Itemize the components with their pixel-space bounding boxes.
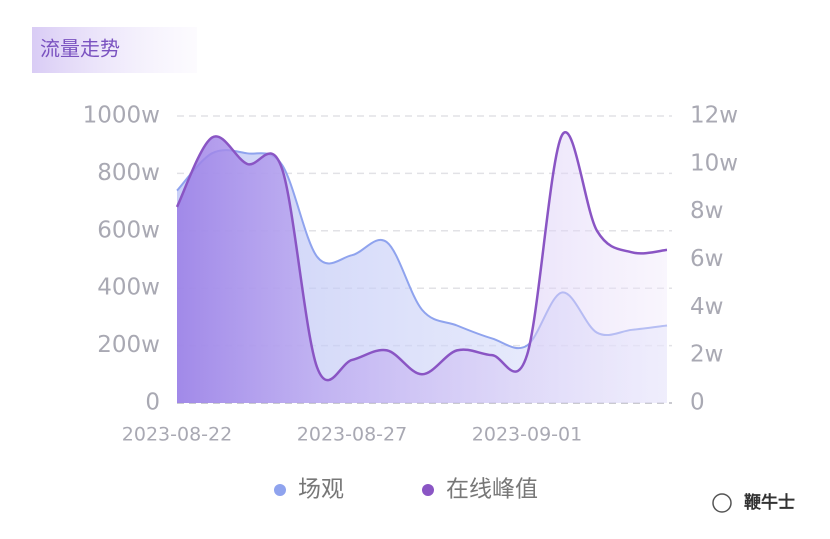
area <box>177 132 667 404</box>
y-tick-label: 400w <box>97 275 160 301</box>
watermark-icon <box>712 493 732 513</box>
y-tick-label: 200w <box>97 332 160 358</box>
legend-label: 在线峰值 <box>446 477 538 503</box>
y-tick-label: 0 <box>145 390 160 416</box>
y-tick-label: 600w <box>97 217 160 243</box>
y2-tick-label: 2w <box>690 342 723 368</box>
x-tick-label: 2023-09-01 <box>472 424 582 446</box>
title-bg <box>32 27 197 73</box>
y2-tick-label: 0 <box>690 390 705 416</box>
y2-tick-label: 4w <box>690 294 723 320</box>
legend-marker <box>274 484 286 496</box>
y-tick-label: 1000w <box>83 103 160 129</box>
y2-tick-label: 10w <box>690 150 738 176</box>
chart-title: 流量走势 <box>40 37 120 61</box>
y2-tick-label: 6w <box>690 246 723 272</box>
legend-label: 场观 <box>298 477 344 503</box>
x-tick-label: 2023-08-22 <box>122 424 232 446</box>
y-tick-label: 800w <box>97 160 160 186</box>
line <box>175 131 668 382</box>
watermark: 鞭牛士 <box>744 492 795 513</box>
y2-tick-label: 12w <box>690 103 738 129</box>
legend-marker <box>422 484 434 496</box>
y2-tick-label: 8w <box>690 198 723 224</box>
x-tick-label: 2023-08-27 <box>297 424 407 446</box>
